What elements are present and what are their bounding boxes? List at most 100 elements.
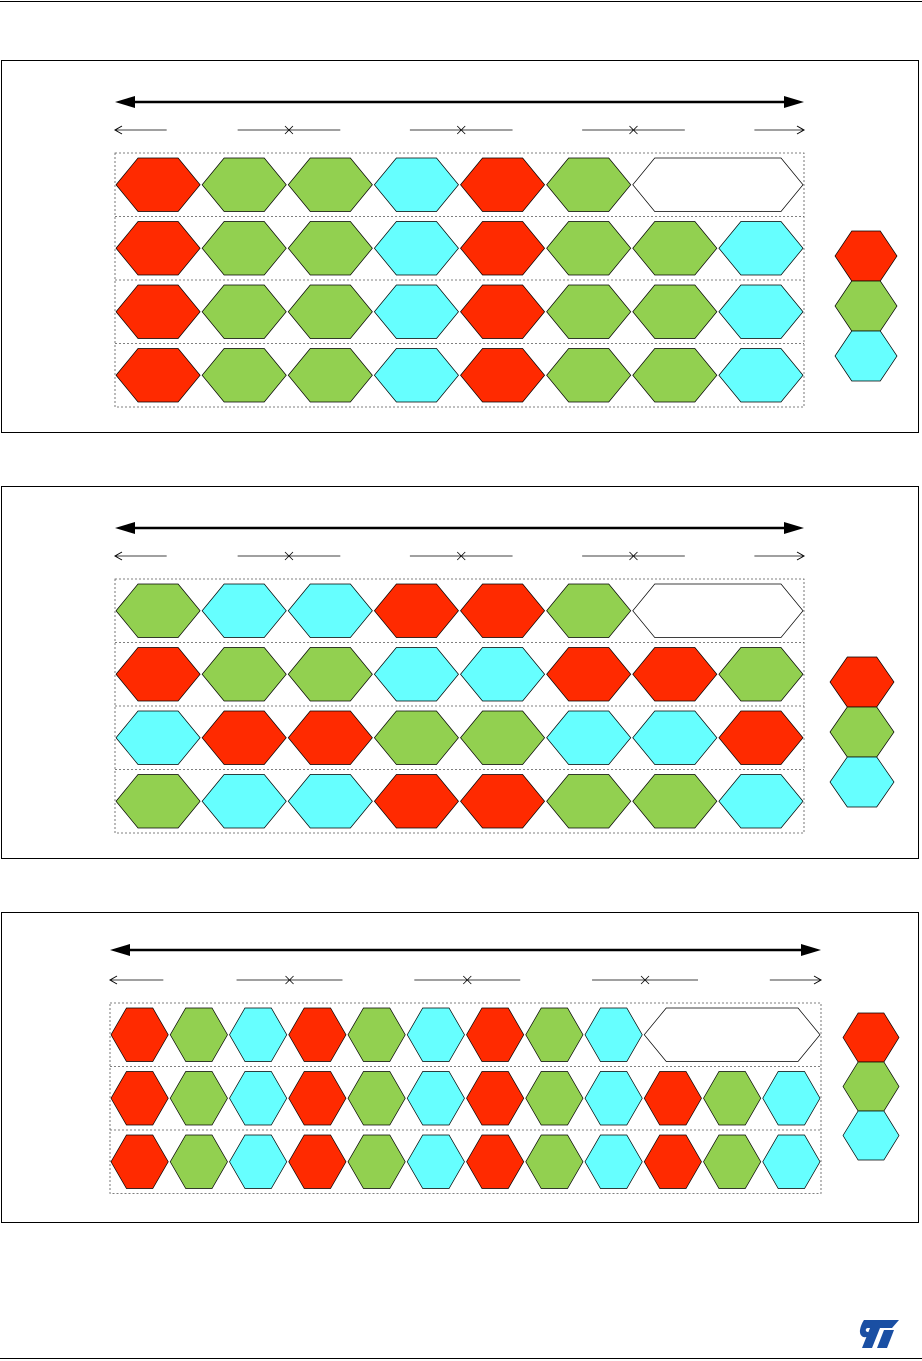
cross-mark-icon <box>640 975 650 985</box>
hexagon-green <box>169 1071 228 1126</box>
hexagon-green <box>546 157 632 212</box>
hexagon-green <box>703 1071 762 1126</box>
diagram-svg <box>113 96 898 408</box>
hexagon-cyan <box>718 774 804 829</box>
hexagon-cyan <box>201 583 287 638</box>
hexagon-cyan <box>229 1007 288 1062</box>
span-arrow-right-head <box>801 944 821 956</box>
hexagon-red <box>288 1071 347 1126</box>
hexagon-red <box>287 710 373 765</box>
hexagon-red <box>115 221 201 276</box>
hexagon-green <box>201 647 287 702</box>
hexagon-green <box>632 221 718 276</box>
cross-mark-icon <box>285 975 294 985</box>
hexagon-cyan <box>546 710 632 765</box>
dimension-right-arrowhead <box>813 975 823 985</box>
hexagon-green <box>525 1071 584 1126</box>
hexagon-red <box>466 1007 525 1062</box>
hexagon-red <box>460 284 546 339</box>
hexagon-green <box>347 1071 406 1126</box>
color-legend <box>834 230 898 382</box>
span-arrow-left-head <box>115 522 135 534</box>
hexagon-cyan <box>373 157 459 212</box>
hexagon-red <box>115 284 201 339</box>
hexagon-green <box>201 157 287 212</box>
hexagon-cyan <box>229 1071 288 1126</box>
diagram-panel-2 <box>1 486 919 859</box>
cross-mark-icon <box>284 551 294 561</box>
hexagon-cyan <box>229 1134 288 1189</box>
span-arrow-left-head <box>110 944 130 956</box>
color-legend <box>842 1012 900 1161</box>
hexagon-red <box>466 1134 525 1189</box>
dimension-left-arrowhead <box>108 975 118 985</box>
hexagon-red <box>460 221 546 276</box>
top-rule <box>0 1 922 2</box>
span-arrow <box>115 96 804 108</box>
hexagon-green <box>525 1007 584 1062</box>
span-arrow-right-head <box>784 522 804 534</box>
hexagon-green <box>287 348 373 403</box>
color-legend <box>829 656 895 808</box>
hexagon-green <box>115 774 201 829</box>
diagram-panel-1 <box>1 60 919 433</box>
empty-hexagon-slot <box>632 583 804 638</box>
hexagon-green <box>546 348 632 403</box>
bottom-rule <box>0 1358 922 1359</box>
hexagon-row <box>110 1066 821 1126</box>
legend-hexagon-red <box>829 656 895 708</box>
hexagon-green <box>287 647 373 702</box>
hexagon-cyan <box>287 774 373 829</box>
legend-hexagon-red <box>834 230 898 282</box>
dimension-right-arrowhead <box>796 125 806 135</box>
hexagon-red <box>115 157 201 212</box>
hexagon-green <box>347 1134 406 1189</box>
hexagon-green <box>373 710 459 765</box>
dimension-ticks <box>108 975 823 985</box>
hexagon-cyan <box>762 1134 821 1189</box>
hexagon-cyan <box>584 1007 643 1062</box>
hexagon-red <box>466 1071 525 1126</box>
hexagon-green <box>546 284 632 339</box>
hexagon-green <box>525 1134 584 1189</box>
hexagon-green <box>632 348 718 403</box>
hexagon-row <box>110 1007 821 1062</box>
hexagon-cyan <box>287 583 373 638</box>
hexagon-green <box>718 647 804 702</box>
hexagon-green <box>169 1007 228 1062</box>
cross-mark-icon <box>456 125 466 135</box>
cross-mark-icon <box>629 125 638 135</box>
span-arrow-left-head <box>115 96 135 108</box>
cross-mark-icon <box>462 975 472 985</box>
hexagon-red <box>718 710 804 765</box>
hexagon-cyan <box>718 348 804 403</box>
hexagon-cyan <box>373 647 459 702</box>
hexagon-green <box>546 221 632 276</box>
dimension-left-arrowhead <box>113 125 123 135</box>
hexagon-row <box>115 343 804 403</box>
hexagon-red <box>643 1134 702 1189</box>
hexagon-red <box>288 1134 347 1189</box>
hexagon-red <box>460 774 546 829</box>
empty-hexagon-slot <box>632 157 804 212</box>
hexagon-row <box>115 279 804 339</box>
hexagon-red <box>115 647 201 702</box>
dimension-ticks <box>113 125 806 135</box>
hexagon-green <box>287 284 373 339</box>
hexagon-green <box>632 284 718 339</box>
hexagon-row <box>115 705 804 765</box>
hexagon-red <box>201 710 287 765</box>
legend-hexagon-cyan <box>829 756 895 808</box>
hexagon-cyan <box>406 1007 465 1062</box>
hexagon-green <box>201 348 287 403</box>
hexagon-cyan <box>584 1071 643 1126</box>
diagram-svg <box>113 522 895 834</box>
hexagon-red <box>546 647 632 702</box>
hexagon-red <box>643 1071 702 1126</box>
hexagon-red <box>632 647 718 702</box>
hexagon-red <box>460 583 546 638</box>
hexagon-green <box>546 774 632 829</box>
hexagon-red <box>110 1007 169 1062</box>
legend-hexagon-cyan <box>842 1110 900 1161</box>
span-arrow-right-head <box>784 96 804 108</box>
